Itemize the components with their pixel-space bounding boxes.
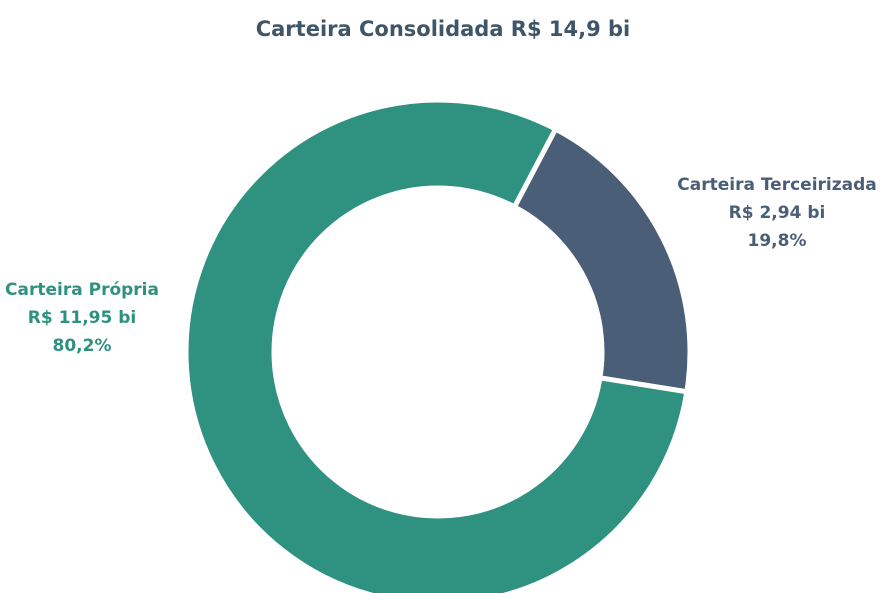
slice-amount: R$ 2,94 bi (729, 203, 826, 223)
slice-percent: 19,8% (748, 231, 807, 251)
slice-label: Carteira Terceirizada (677, 175, 877, 195)
slice-label: Carteira Própria (5, 280, 159, 300)
slice-percent: 80,2% (53, 336, 112, 356)
donut-slice (183, 97, 690, 593)
donut-slice (511, 125, 693, 395)
slice-amount: R$ 11,95 bi (28, 308, 137, 328)
chart-title: Carteira Consolidada R$ 14,9 bi (256, 17, 631, 41)
